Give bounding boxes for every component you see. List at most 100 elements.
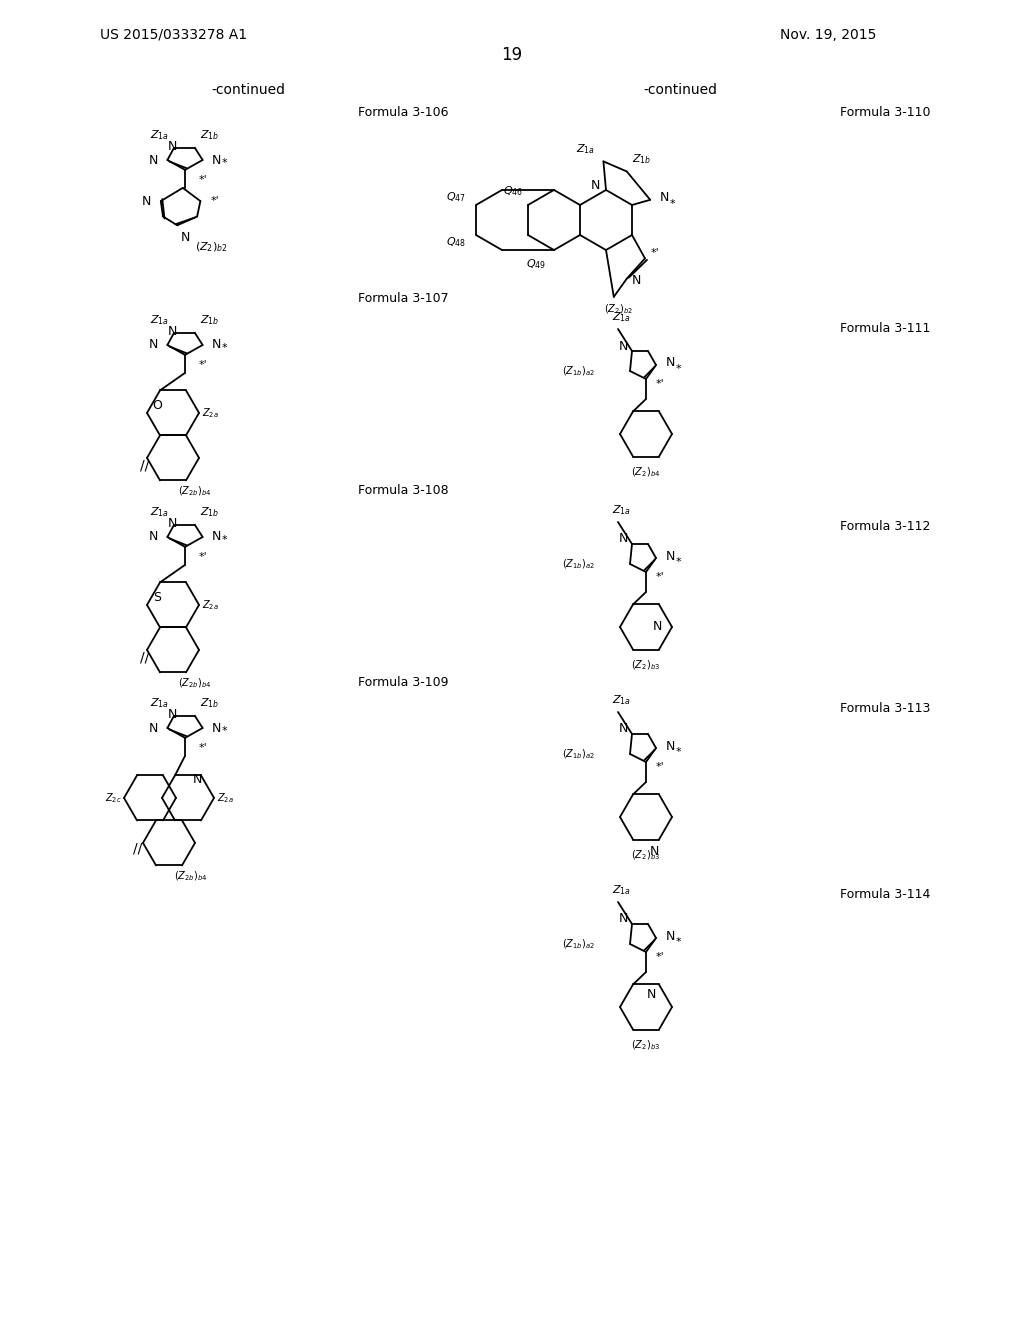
Text: $(Z_{2b})_{b4}$: $(Z_{2b})_{b4}$ — [178, 677, 212, 690]
Text: Formula 3-111: Formula 3-111 — [840, 322, 931, 334]
Text: N: N — [618, 912, 628, 925]
Text: $Z_{1a}$: $Z_{1a}$ — [612, 310, 632, 323]
Text: *': *' — [655, 762, 665, 772]
Text: S: S — [154, 590, 162, 603]
Text: $Z_{1a}$: $Z_{1a}$ — [150, 506, 169, 519]
Text: N: N — [649, 845, 658, 858]
Text: 19: 19 — [502, 46, 522, 63]
Text: N: N — [666, 739, 676, 752]
Text: $(Z_2)_{b3}$: $(Z_2)_{b3}$ — [632, 849, 660, 862]
Text: N: N — [212, 531, 221, 544]
Text: $Z_{2a}$: $Z_{2a}$ — [202, 407, 218, 420]
Text: -continued: -continued — [211, 83, 285, 96]
Text: N: N — [150, 722, 159, 734]
Text: $Z_{2c}$: $Z_{2c}$ — [104, 791, 122, 805]
Text: $Z_{1a}$: $Z_{1a}$ — [577, 143, 595, 156]
Text: Formula 3-113: Formula 3-113 — [840, 701, 931, 714]
Text: $Q_{48}$: $Q_{48}$ — [445, 235, 466, 249]
Text: $(Z_{2b})_{b4}$: $(Z_{2b})_{b4}$ — [178, 484, 212, 499]
Text: $Z_{1b}$: $Z_{1b}$ — [200, 696, 219, 710]
Text: Formula 3-107: Formula 3-107 — [358, 292, 449, 305]
Text: $(Z_2)_{b4}$: $(Z_2)_{b4}$ — [632, 465, 660, 479]
Text: $Z_{1a}$: $Z_{1a}$ — [150, 128, 169, 141]
Text: N: N — [212, 338, 221, 351]
Text: $Z_{2a}$: $Z_{2a}$ — [202, 598, 218, 611]
Text: $Z_{1a}$: $Z_{1a}$ — [612, 883, 632, 896]
Text: Nov. 19, 2015: Nov. 19, 2015 — [780, 28, 877, 42]
Text: $(Z_2)_{b3}$: $(Z_2)_{b3}$ — [632, 659, 660, 672]
Text: *': *' — [655, 572, 665, 582]
Text: *: * — [221, 535, 227, 545]
Text: *': *' — [199, 743, 208, 752]
Text: $Z_{1b}$: $Z_{1b}$ — [200, 128, 219, 141]
Text: N: N — [618, 339, 628, 352]
Text: $Z_{1a}$: $Z_{1a}$ — [150, 696, 169, 710]
Text: $Z_{1b}$: $Z_{1b}$ — [200, 506, 219, 519]
Text: *: * — [221, 726, 227, 737]
Text: Formula 3-110: Formula 3-110 — [840, 106, 931, 119]
Text: $(Z_2)_{b2}$: $(Z_2)_{b2}$ — [196, 240, 228, 255]
Text: Formula 3-106: Formula 3-106 — [358, 106, 449, 119]
Text: $Z_{1a}$: $Z_{1a}$ — [612, 693, 632, 708]
Text: //: // — [133, 841, 142, 855]
Text: *': *' — [199, 360, 208, 370]
Text: N: N — [646, 987, 655, 1001]
Text: N: N — [618, 722, 628, 735]
Text: $(Z_{1b})_{a2}$: $(Z_{1b})_{a2}$ — [562, 937, 595, 950]
Text: US 2015/0333278 A1: US 2015/0333278 A1 — [100, 28, 247, 42]
Text: N: N — [167, 517, 177, 531]
Text: N: N — [666, 549, 676, 562]
Text: *': *' — [655, 952, 665, 962]
Text: *': *' — [199, 552, 208, 562]
Text: N: N — [660, 191, 670, 205]
Text: Formula 3-109: Formula 3-109 — [358, 676, 449, 689]
Text: N: N — [652, 620, 662, 634]
Text: N: N — [212, 722, 221, 734]
Text: $(Z_{1b})_{a2}$: $(Z_{1b})_{a2}$ — [562, 364, 595, 378]
Text: Formula 3-114: Formula 3-114 — [840, 888, 931, 902]
Text: N: N — [193, 774, 203, 787]
Text: *: * — [675, 364, 681, 374]
Text: $(Z_{1b})_{a2}$: $(Z_{1b})_{a2}$ — [562, 557, 595, 570]
Text: $(Z_2)_{b3}$: $(Z_2)_{b3}$ — [632, 1039, 660, 1052]
Text: //: // — [139, 458, 150, 473]
Text: *': *' — [199, 176, 208, 185]
Text: N: N — [180, 231, 189, 244]
Text: $Z_{1a}$: $Z_{1a}$ — [612, 503, 632, 517]
Text: Formula 3-112: Formula 3-112 — [840, 520, 931, 533]
Text: $Z_{1b}$: $Z_{1b}$ — [632, 153, 651, 166]
Text: N: N — [591, 180, 600, 193]
Text: *': *' — [655, 379, 665, 389]
Text: $Q_{49}$: $Q_{49}$ — [526, 257, 546, 271]
Text: N: N — [150, 531, 159, 544]
Text: *: * — [675, 937, 681, 946]
Text: $Z_{1a}$: $Z_{1a}$ — [150, 313, 169, 327]
Text: $Z_{2a}$: $Z_{2a}$ — [217, 791, 233, 805]
Text: N: N — [167, 709, 177, 722]
Text: *': *' — [210, 197, 219, 206]
Text: *: * — [221, 343, 227, 352]
Text: N: N — [618, 532, 628, 545]
Text: $(Z_{1b})_{a2}$: $(Z_{1b})_{a2}$ — [562, 747, 595, 760]
Text: N: N — [150, 338, 159, 351]
Text: //: // — [139, 651, 150, 665]
Text: Formula 3-108: Formula 3-108 — [358, 483, 449, 496]
Text: $Z_{1b}$: $Z_{1b}$ — [200, 313, 219, 327]
Text: N: N — [141, 194, 151, 207]
Text: *: * — [675, 557, 681, 568]
Text: N: N — [167, 140, 177, 153]
Text: $Q_{46}$: $Q_{46}$ — [503, 183, 523, 198]
Text: $(Z_2)_{b2}$: $(Z_2)_{b2}$ — [604, 302, 633, 315]
Text: *: * — [670, 199, 675, 209]
Text: *: * — [221, 158, 227, 168]
Text: $(Z_{2b})_{b4}$: $(Z_{2b})_{b4}$ — [174, 870, 208, 883]
Text: N: N — [632, 275, 641, 288]
Text: N: N — [212, 153, 221, 166]
Text: *: * — [675, 747, 681, 756]
Text: N: N — [666, 929, 676, 942]
Text: N: N — [167, 326, 177, 338]
Text: *': *' — [650, 248, 659, 259]
Text: N: N — [150, 153, 159, 166]
Text: -continued: -continued — [643, 83, 717, 96]
Text: O: O — [153, 399, 163, 412]
